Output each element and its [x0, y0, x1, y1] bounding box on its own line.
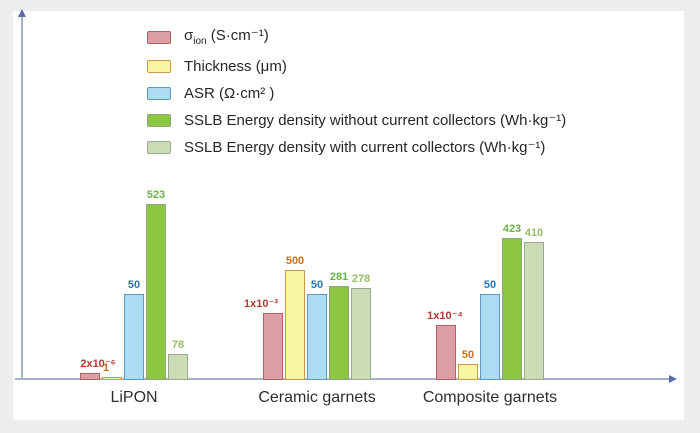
bar-slot: 281: [329, 272, 349, 380]
category-label-ceramic-garnets: Ceramic garnets: [258, 389, 376, 406]
bar-value-label: 410: [524, 227, 544, 239]
bar-slot: 50: [480, 280, 500, 380]
bar-value-label: 1x10⁻³: [244, 298, 278, 310]
legend-label: SSLB Energy density with current collect…: [184, 139, 546, 156]
legend-item-asr: ASR (Ω·cm² ): [147, 86, 566, 101]
bar-value-label: 423: [502, 223, 522, 235]
bar-group-ceramic-garnets: 1x10⁻³ 500 50 281 278: [244, 256, 371, 380]
bar-value-label: 281: [329, 271, 349, 283]
bar-value-label: 500: [285, 255, 305, 267]
y-axis-arrowhead-icon: [18, 9, 26, 17]
bar-slot: 278: [351, 274, 371, 380]
bar-series3-composite-garnets: [480, 294, 500, 380]
legend-label: SSLB Energy density without current coll…: [184, 112, 567, 129]
legend: σion (S·cm⁻¹) Thickness (μm) ASR (Ω·cm² …: [147, 28, 566, 155]
bar-series2-composite-garnets: [458, 364, 478, 380]
x-axis-arrowhead-icon: [669, 375, 677, 383]
bar-series1-composite-garnets: [436, 325, 456, 380]
legend-label: σion (S·cm⁻¹): [184, 27, 269, 47]
bar-value-label: 50: [483, 279, 497, 291]
bar-value-label: 50: [461, 349, 475, 361]
bar-series1-lipon: [80, 373, 100, 380]
legend-item-sigma-ion: σion (S·cm⁻¹): [147, 28, 566, 47]
bar-series3-lipon: [124, 294, 144, 380]
bar-value-label: 2x10⁻⁶: [80, 358, 116, 370]
legend-item-energy-without-cc: SSLB Energy density without current coll…: [147, 113, 566, 128]
bar-series5-ceramic-garnets: [351, 288, 371, 380]
legend-label: Thickness (μm): [184, 58, 287, 75]
legend-swatch-energy-with-cc: [147, 141, 171, 154]
bar-slot: 50: [124, 280, 144, 380]
bar-value-label: 50: [310, 279, 324, 291]
bar-slot: 423: [502, 224, 522, 380]
bar-series4-composite-garnets: [502, 238, 522, 380]
bar-series4-ceramic-garnets: [329, 286, 349, 380]
legend-item-thickness: Thickness (μm): [147, 59, 566, 74]
bar-slot: 523: [146, 190, 166, 380]
bar-series2-lipon: [102, 377, 122, 380]
bar-series3-ceramic-garnets: [307, 294, 327, 380]
bar-series5-lipon: [168, 354, 188, 380]
bar-value-label: 278: [351, 273, 371, 285]
legend-swatch-energy-without-cc: [147, 114, 171, 127]
bar-slot: 1x10⁻⁴: [427, 311, 463, 380]
bar-slot: 50: [458, 350, 478, 380]
bar-slot: 410: [524, 228, 544, 380]
bar-slot: 50: [307, 280, 327, 380]
y-axis: [21, 16, 23, 380]
bar-value-label: 1: [102, 362, 110, 374]
legend-label: ASR (Ω·cm² ): [184, 85, 275, 102]
bar-value-label: 50: [127, 279, 141, 291]
category-label-composite-garnets: Composite garnets: [422, 389, 558, 406]
bar-value-label: 1x10⁻⁴: [427, 310, 463, 322]
legend-swatch-thickness: [147, 60, 171, 73]
bar-series1-ceramic-garnets: [263, 313, 283, 380]
bar-value-label: 78: [171, 339, 185, 351]
bar-slot: 1: [102, 363, 122, 380]
bar-slot: 1x10⁻³: [244, 299, 283, 380]
bar-series2-ceramic-garnets: [285, 270, 305, 380]
legend-swatch-sigma-ion: [147, 31, 171, 44]
bar-slot: 2x10⁻⁶: [80, 359, 116, 380]
bar-slot: 500: [285, 256, 305, 380]
bar-series5-composite-garnets: [524, 242, 544, 380]
bar-value-label: 523: [146, 189, 166, 201]
legend-swatch-asr: [147, 87, 171, 100]
bar-group-lipon: 2x10⁻⁶ 1 50 523 78: [80, 190, 188, 380]
bar-group-composite-garnets: 1x10⁻⁴ 50 50 423 410: [427, 224, 544, 380]
category-label-lipon: LiPON: [110, 389, 158, 406]
legend-item-energy-with-cc: SSLB Energy density with current collect…: [147, 140, 566, 155]
bar-slot: 78: [168, 340, 188, 380]
bar-series4-lipon: [146, 204, 166, 380]
